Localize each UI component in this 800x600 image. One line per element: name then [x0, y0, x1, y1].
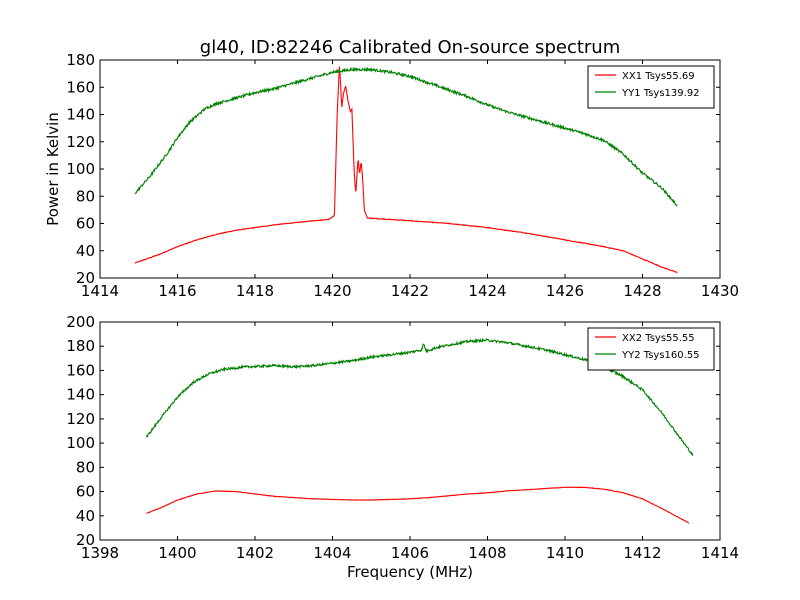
legend-box: [587, 65, 715, 109]
y-tick-label: 80: [76, 458, 95, 476]
y-tick-label: 140: [66, 106, 95, 124]
x-tick-label: 1418: [236, 282, 274, 300]
series-line-red-panel-1: [134, 66, 678, 273]
x-tick-label: 1414: [701, 544, 739, 562]
y-tick-label: 140: [66, 386, 95, 404]
x-tick-label: 1400: [158, 544, 196, 562]
legend: XX2 Tsys55.55 YY2 Tsys160.55: [587, 327, 715, 371]
y-tick-label: 80: [76, 187, 95, 205]
x-tick-label: 1410: [546, 544, 584, 562]
y-tick-label: 200: [66, 313, 95, 331]
x-tick-label: 1430: [701, 282, 739, 300]
legend-label: YY1 Tsys139.92: [621, 88, 700, 99]
series-line-green-panel-1: [134, 66, 678, 207]
y-tick-label: 100: [66, 434, 95, 452]
x-tick-label: 1404: [313, 544, 351, 562]
x-tick-label: 1426: [546, 282, 584, 300]
y-tick-label: 60: [76, 483, 95, 501]
y-tick-label: 160: [66, 78, 95, 96]
x-tick-label: 1406: [391, 544, 429, 562]
y-tick-label: 60: [76, 215, 95, 233]
y-axis-label: Power in Kelvin: [44, 112, 62, 226]
legend-label: XX2 Tsys55.55: [622, 333, 695, 344]
y-tick-label: 120: [66, 133, 95, 151]
x-tick-label: 1424: [468, 282, 506, 300]
top-subplot-xx1-yy1: 1414 1416 1418 1420 1422 1424 1426 1428 1430 20 40…: [44, 51, 739, 300]
x-tick-label: 1414: [81, 282, 119, 300]
legend-label: XX1 Tsys55.69: [622, 71, 695, 82]
x-tick-label: 1420: [313, 282, 351, 300]
y-tick-label: 20: [76, 269, 95, 287]
legend-label: YY2 Tsys160.55: [621, 350, 700, 361]
x-tick-label: 1428: [623, 282, 661, 300]
series-line-red-panel-2: [146, 486, 690, 524]
x-axis-label: Frequency (MHz): [347, 563, 473, 581]
x-tick-label: 1402: [236, 544, 274, 562]
y-tick-label: 180: [66, 51, 95, 69]
y-tick-label: 160: [66, 361, 95, 379]
bottom-subplot-xx2-yy2: 1398 1400 1402 1404 1406 1408 1410 1412 1414 20 40…: [66, 313, 739, 581]
legend: XX1 Tsys55.69 YY1 Tsys139.92: [587, 65, 715, 109]
x-tick-label: 1422: [391, 282, 429, 300]
chart-title: gl40, ID:82246 Calibrated On-source spec…: [200, 37, 620, 58]
legend-box: [587, 327, 715, 371]
y-tick-label: 20: [76, 531, 95, 549]
x-tick-label: 1412: [623, 544, 661, 562]
y-tick-label: 40: [76, 507, 95, 525]
y-tick-label: 40: [76, 242, 95, 260]
y-tick-label: 180: [66, 337, 95, 355]
y-tick-label: 100: [66, 160, 95, 178]
y-tick-label: 120: [66, 410, 95, 428]
x-tick-label: 1416: [158, 282, 196, 300]
x-tick-label: 1398: [81, 544, 119, 562]
x-tick-label: 1408: [468, 544, 506, 562]
